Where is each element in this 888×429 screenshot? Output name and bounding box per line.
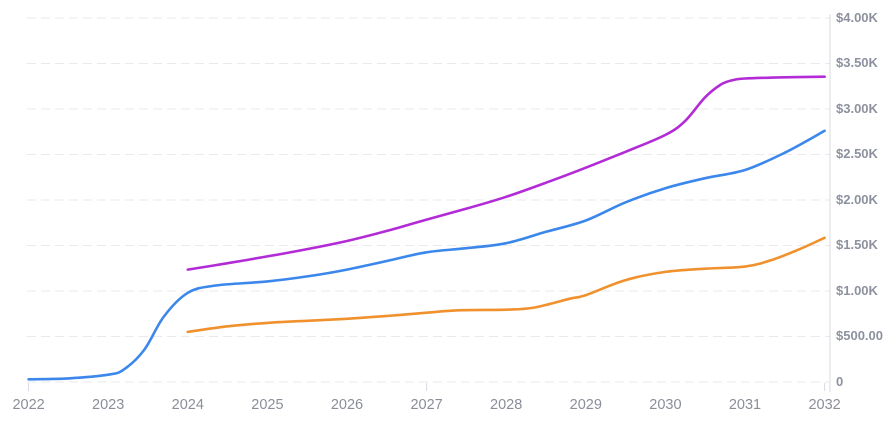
y-tick-label: 0 [836,374,844,389]
y-tick-label: $1.00K [836,283,878,298]
y-tick-label: $2.50K [836,146,878,161]
x-tick-label: 2028 [490,397,523,413]
x-tick-label: 2026 [330,397,364,413]
x-tick-label: 2032 [808,397,841,413]
x-tick-label: 2025 [251,397,284,413]
y-tick-label: $500.00 [836,328,883,343]
y-tick-label: $1.50K [836,237,878,252]
x-tick-label: 2027 [410,397,443,413]
x-tick-label: 2029 [569,397,602,413]
x-tick-label: 2031 [728,397,762,413]
blue-series-line [27,129,826,381]
x-tick-label: 2030 [649,397,682,413]
orange-series-line [186,236,826,334]
x-tick-label: 2024 [171,397,204,413]
x-tick-label: 2022 [12,397,45,413]
x-tick-label: 2023 [92,397,125,413]
y-tick-label: $3.50K [836,55,878,70]
y-tick-label: $4.00K [836,10,878,25]
y-tick-label: $3.00K [836,101,878,116]
purple-series-line [186,75,826,271]
y-tick-label: $2.00K [836,192,878,207]
